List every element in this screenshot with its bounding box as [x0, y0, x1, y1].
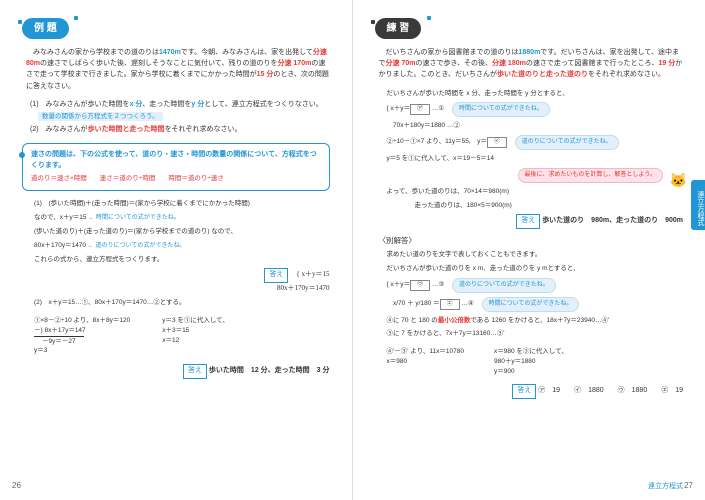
- page-spread: 例 題 みなみさんの家から学校までの道のりは1470mです。今朝、みなみさんは、…: [0, 0, 705, 500]
- cat-icon: 🐱: [670, 170, 687, 191]
- question-1: (1) みなみさんが歩いた時間をx 分、走った時間をy 分として、連立方程式をつ…: [30, 100, 330, 111]
- practice-intro: だいちさんの家から図書館までの道のりは1880mです。だいちさんは、家を出発して…: [379, 47, 684, 81]
- blank-a: ㋐: [410, 104, 430, 115]
- bubble-3: 道のりについての式ができたね。: [452, 278, 556, 293]
- formula-row: 道のり＝速さ×時間 速さ＝道のり÷時間 時間＝道のり÷速さ: [31, 174, 321, 184]
- bubble-pink: 最後に、求めたいものを計算し、解答としよう。: [518, 168, 663, 183]
- answer-label-r: 答え: [516, 214, 540, 229]
- section-title: 連立方程式: [648, 482, 683, 493]
- bubble-2: 道のりについての式ができたね。: [515, 135, 619, 150]
- page-number: 26: [12, 480, 21, 492]
- side-tab: 連立方程式: [691, 180, 705, 230]
- bubble-1: 時間についての式ができたね。: [452, 102, 550, 117]
- left-page: 例 題 みなみさんの家から学校までの道のりは1470mです。今朝、みなみさんは、…: [0, 0, 353, 500]
- blank-u: ㋒: [410, 280, 430, 291]
- blank-i: ㋑: [487, 137, 507, 148]
- problem-intro: みなみさんの家から学校までの道のりは1470mです。今朝、みなみさんは、家を出発…: [26, 47, 330, 92]
- right-page: 練 習 だいちさんの家から図書館までの道のりは1880mです。だいちさんは、家を…: [353, 0, 705, 500]
- example-badge: 例 題: [22, 18, 69, 39]
- alt-solution-header: 〈別解答〉: [379, 235, 684, 246]
- question-2: (2) みなみさんが歩いた時間と走った時間をそれぞれ求めなさい。: [30, 125, 330, 136]
- formula-title: 速さの問題は、下の公式を使って、道のり・速さ・時間の数量の関係について、方程式を…: [31, 150, 321, 171]
- formula-box: 速さの問題は、下の公式を使って、道のり・速さ・時間の数量の関係について、方程式を…: [22, 143, 330, 191]
- page-number-r: 27: [684, 480, 693, 492]
- hint-1: 数量の関係から方程式を２つつくろう。: [38, 112, 163, 121]
- answer-label-r2: 答え: [512, 384, 536, 399]
- step-1a: (1) (歩いた時間)＋(走った時間)＝(家から学校に着くまでにかかった時間): [34, 199, 330, 209]
- bubble-4: 時間についての式ができたね。: [482, 297, 580, 312]
- blank-e: ㋓: [440, 299, 460, 310]
- practice-badge: 練 習: [375, 18, 422, 39]
- answer-label: 答え: [264, 268, 288, 283]
- answer-label-2: 答え: [183, 364, 207, 379]
